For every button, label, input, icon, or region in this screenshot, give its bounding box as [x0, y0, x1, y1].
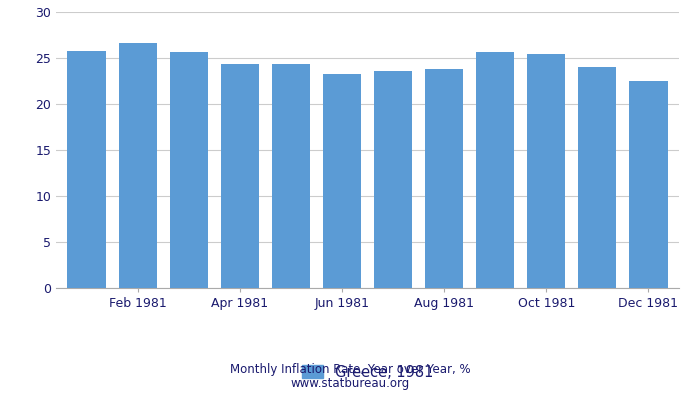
Bar: [527, 54, 566, 288]
Bar: [425, 69, 463, 288]
Bar: [476, 52, 514, 288]
Legend: Greece, 1981: Greece, 1981: [295, 359, 440, 386]
Bar: [578, 67, 617, 288]
Bar: [272, 64, 310, 288]
Text: www.statbureau.org: www.statbureau.org: [290, 377, 410, 390]
Text: Monthly Inflation Rate, Year over Year, %: Monthly Inflation Rate, Year over Year, …: [230, 364, 470, 376]
Bar: [374, 71, 412, 288]
Bar: [67, 51, 106, 288]
Bar: [323, 74, 361, 288]
Bar: [118, 43, 157, 288]
Bar: [629, 81, 668, 288]
Bar: [220, 64, 259, 288]
Bar: [169, 52, 208, 288]
